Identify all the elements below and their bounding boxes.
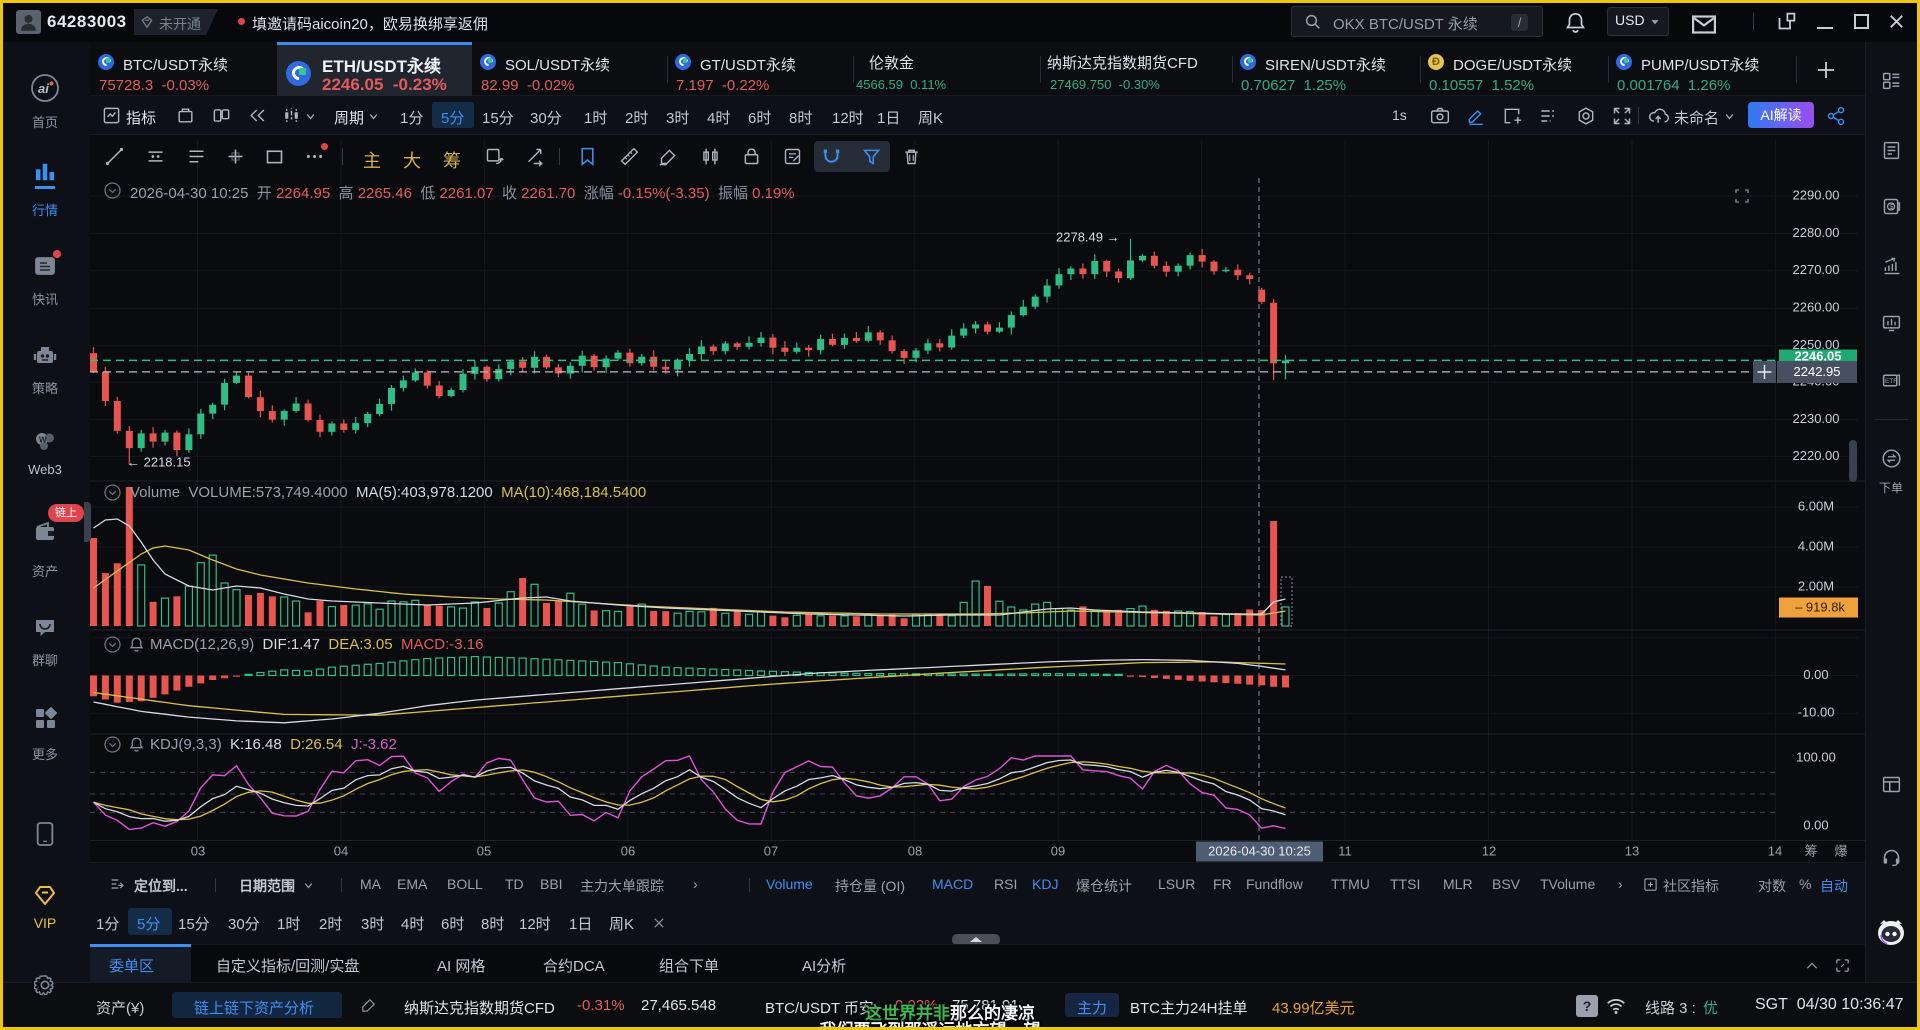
svg-text:6.00M: 6.00M bbox=[1798, 498, 1834, 513]
svg-text:11: 11 bbox=[1338, 843, 1352, 858]
svg-text:ai: ai bbox=[38, 81, 49, 96]
svg-text:← 2218.15: ← 2218.15 bbox=[127, 454, 191, 469]
svg-text:W: W bbox=[39, 436, 47, 445]
svg-text:0.00: 0.00 bbox=[1803, 667, 1828, 682]
svg-text:ETF: ETF bbox=[1885, 378, 1897, 385]
svg-text:-10.00: -10.00 bbox=[1798, 705, 1835, 720]
svg-text:2220.00: 2220.00 bbox=[1793, 448, 1840, 463]
svg-text:2026-04-30 10:25: 2026-04-30 10:25 bbox=[1208, 843, 1311, 858]
svg-text:2278.49 →: 2278.49 → bbox=[1056, 229, 1120, 244]
svg-text:14: 14 bbox=[1768, 843, 1782, 858]
svg-text:爆: 爆 bbox=[1834, 843, 1847, 858]
svg-text:04: 04 bbox=[334, 843, 348, 858]
svg-text:2270.00: 2270.00 bbox=[1793, 262, 1840, 277]
svg-text:05: 05 bbox=[477, 843, 491, 858]
svg-text:2280.00: 2280.00 bbox=[1793, 225, 1840, 240]
svg-text:09: 09 bbox=[1051, 843, 1065, 858]
svg-text:– 919.8k: – 919.8k bbox=[1795, 599, 1845, 614]
svg-text:08: 08 bbox=[908, 843, 922, 858]
svg-text:100.00: 100.00 bbox=[1796, 749, 1836, 764]
svg-text:2260.00: 2260.00 bbox=[1793, 300, 1840, 315]
svg-text:2246.05: 2246.05 bbox=[1795, 348, 1842, 363]
svg-text:筹: 筹 bbox=[1804, 843, 1817, 858]
svg-text:03: 03 bbox=[191, 843, 205, 858]
svg-text:12: 12 bbox=[1482, 843, 1496, 858]
svg-text:2230.00: 2230.00 bbox=[1793, 411, 1840, 426]
svg-text:2.00M: 2.00M bbox=[1798, 578, 1834, 593]
svg-text:13: 13 bbox=[1625, 843, 1639, 858]
svg-text:07: 07 bbox=[764, 843, 778, 858]
svg-text:2250.00: 2250.00 bbox=[1793, 337, 1840, 352]
svg-text:4.00M: 4.00M bbox=[1798, 538, 1834, 553]
svg-text:06: 06 bbox=[621, 843, 635, 858]
svg-text:2242.95: 2242.95 bbox=[1794, 364, 1841, 379]
svg-text:0.00: 0.00 bbox=[1803, 817, 1828, 832]
svg-text:$: $ bbox=[1889, 204, 1893, 211]
svg-text:2290.00: 2290.00 bbox=[1793, 187, 1840, 202]
